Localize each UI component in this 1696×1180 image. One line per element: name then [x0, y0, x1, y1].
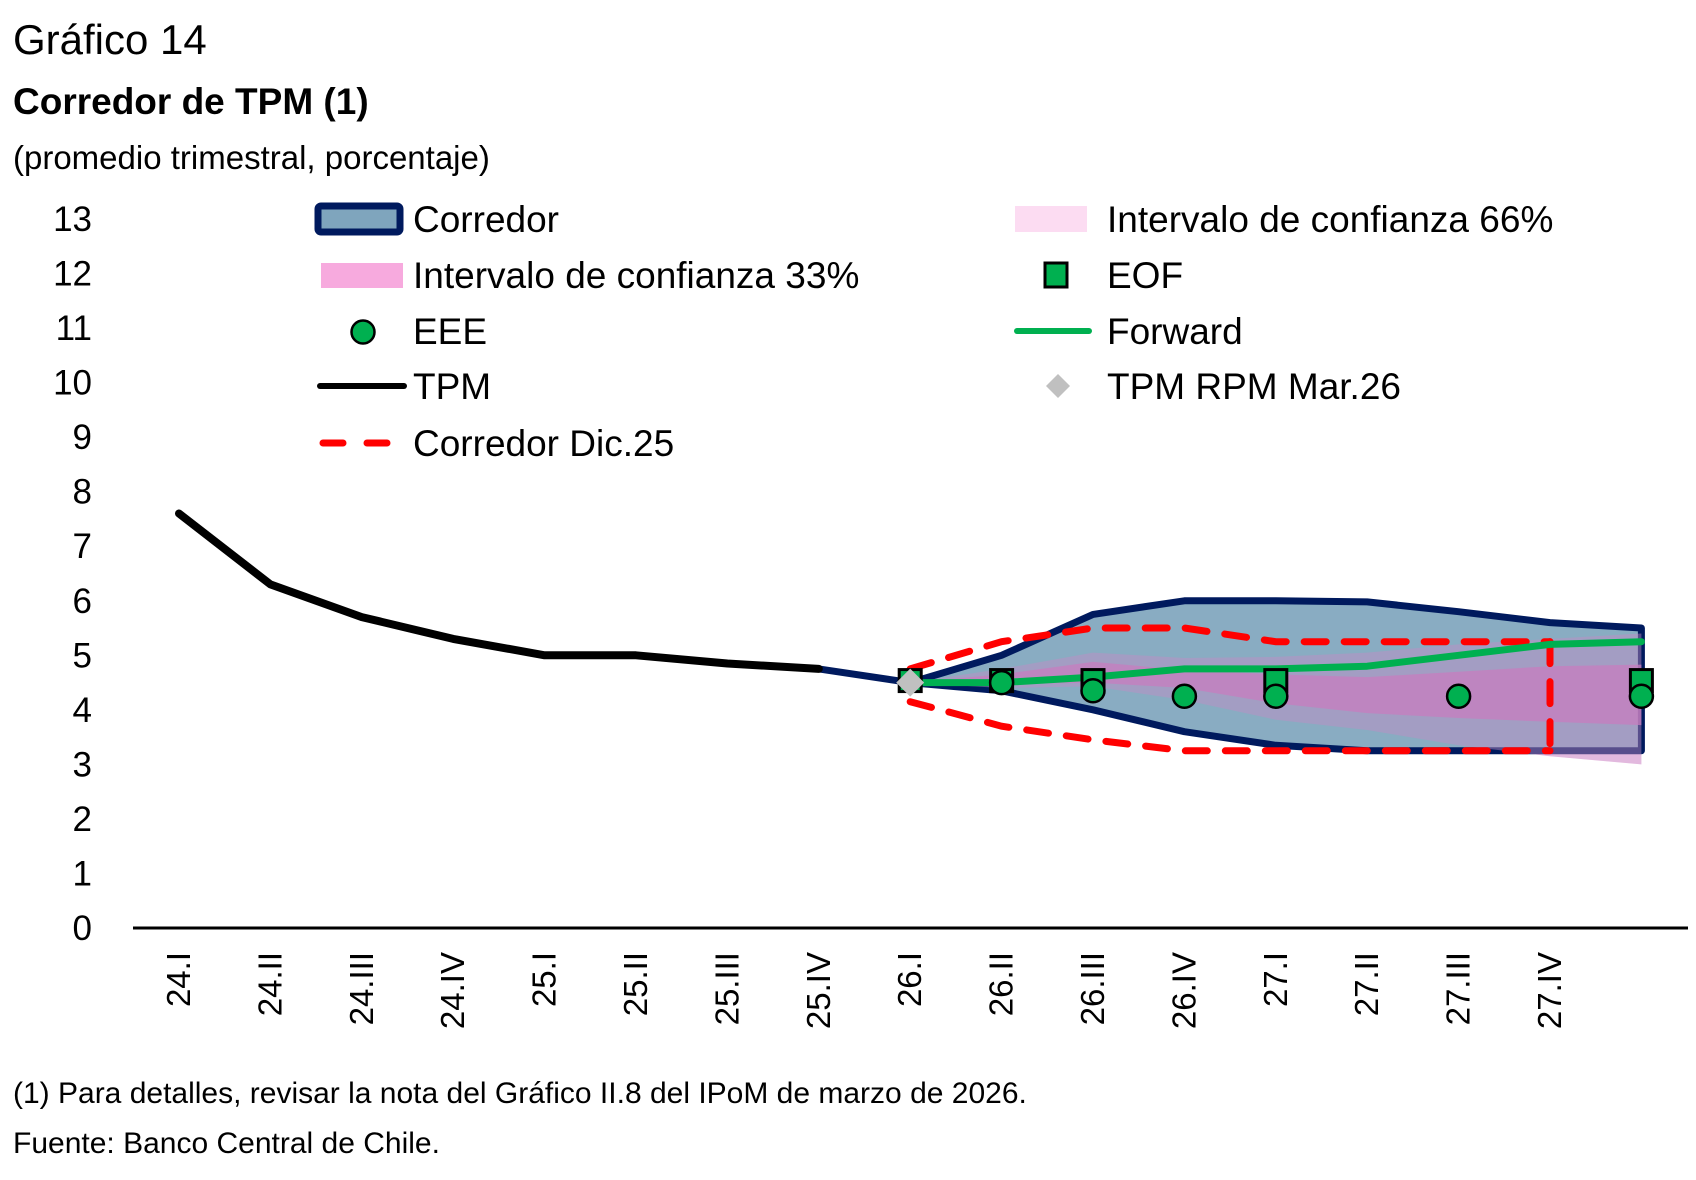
- legend-item-tpm: TPM: [317, 366, 491, 407]
- legend-item-ci33: Intervalo de confianza 33%: [321, 255, 859, 296]
- x-tick-label: 25.IV: [800, 952, 837, 1029]
- x-tick-label: 26.I: [891, 952, 928, 1007]
- legend-label: Corredor: [413, 199, 559, 240]
- chart-title: Corredor de TPM (1): [13, 81, 369, 122]
- y-tick-label: 13: [53, 200, 92, 239]
- x-tick-label: 26.IV: [1165, 952, 1202, 1029]
- legend-swatch-eee: [350, 319, 376, 345]
- tpm-line: [175, 509, 823, 673]
- x-tick-label: 25.II: [617, 952, 654, 1016]
- x-tick-label: 25.I: [526, 952, 563, 1007]
- eee-marker: [1080, 678, 1106, 704]
- markers-layer: [896, 668, 1655, 709]
- x-tick-label: 26.II: [983, 952, 1020, 1016]
- x-tick-label: 24.III: [343, 952, 380, 1025]
- x-tick-label: 24.I: [160, 952, 197, 1007]
- y-tick-label: 7: [73, 527, 92, 566]
- legend-swatch-eof: [1043, 261, 1069, 289]
- y-tick-label: 3: [73, 745, 92, 784]
- legend-label: Forward: [1107, 311, 1243, 352]
- eee-marker: [1171, 683, 1198, 709]
- legend-swatch-ci33: [321, 263, 403, 288]
- x-tick-label: 25.III: [708, 952, 745, 1025]
- y-tick-label: 8: [73, 473, 92, 512]
- x-tick-label: 26.III: [1074, 952, 1111, 1025]
- footnote: (1) Para detalles, revisar la nota del G…: [13, 1077, 1027, 1110]
- legend-item-ci66: Intervalo de confianza 66%: [1015, 199, 1553, 240]
- y-tick-label: 1: [73, 854, 92, 893]
- legend-swatch-rpm: [1046, 374, 1070, 398]
- y-tick-label: 9: [73, 418, 92, 457]
- y-tick-label: 2: [73, 800, 92, 839]
- eee-marker: [988, 669, 1015, 696]
- legend-label: TPM: [413, 366, 491, 407]
- source-note: Fuente: Banco Central de Chile.: [13, 1127, 440, 1160]
- legend-label: TPM RPM Mar.26: [1107, 366, 1401, 407]
- legend-item-rpm: TPM RPM Mar.26: [1046, 366, 1401, 407]
- x-tick-label: 27.IV: [1531, 952, 1568, 1029]
- corredor-dic25-lower-line: [906, 698, 1554, 755]
- legend: Corredor Intervalo de confianza 66% Interv…: [314, 199, 1553, 464]
- eee-marker: [1628, 683, 1655, 709]
- legend-label: EEE: [413, 311, 487, 352]
- y-tick-label: 11: [56, 309, 92, 348]
- y-tick-label: 10: [53, 364, 92, 403]
- legend-item-dic25: Corredor Dic.25: [319, 423, 674, 464]
- y-tick-label: 6: [73, 582, 92, 621]
- legend-item-eof: EOF: [1043, 255, 1183, 296]
- y-tick-label: 0: [73, 909, 92, 948]
- tpm-rpm-marker: [896, 668, 925, 697]
- legend-label: Intervalo de confianza 66%: [1107, 199, 1553, 240]
- legend-label: EOF: [1107, 255, 1183, 296]
- legend-item-forward: Forward: [1014, 311, 1243, 352]
- eee-marker: [1445, 683, 1472, 709]
- x-tick-label: 27.III: [1440, 952, 1477, 1025]
- x-tick-label: 24.IV: [434, 952, 471, 1029]
- y-tick-label: 12: [53, 255, 92, 294]
- legend-swatch-ci66: [1015, 206, 1087, 232]
- eee-marker: [1263, 683, 1289, 709]
- x-tick-label: 27.I: [1257, 952, 1294, 1007]
- legend-item-corridor: Corredor: [314, 199, 559, 240]
- y-tick-label: 4: [73, 691, 92, 730]
- x-tick-label: 27.II: [1348, 952, 1385, 1016]
- x-tick-label: 24.II: [251, 952, 288, 1016]
- legend-item-eee: EEE: [350, 311, 487, 352]
- legend-swatch-corridor: [314, 202, 404, 236]
- corredor-dic25-upper-line: [906, 624, 1554, 673]
- chart-units: (promedio trimestral, porcentaje): [13, 139, 490, 176]
- legend-label: Corredor Dic.25: [413, 423, 674, 464]
- figure-number: Gráfico 14: [13, 16, 207, 63]
- y-tick-label: 5: [73, 636, 92, 675]
- legend-label: Intervalo de confianza 33%: [413, 255, 859, 296]
